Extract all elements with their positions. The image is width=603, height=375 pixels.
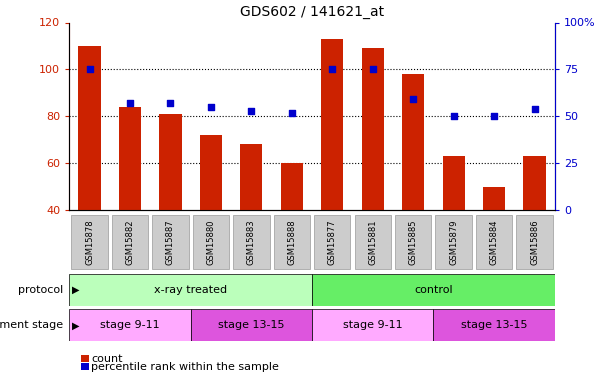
- Point: [449, 113, 458, 119]
- Text: GSM15883: GSM15883: [247, 219, 256, 265]
- FancyBboxPatch shape: [69, 309, 191, 341]
- FancyBboxPatch shape: [69, 274, 312, 306]
- Text: GSM15881: GSM15881: [368, 219, 377, 265]
- Text: GSM15887: GSM15887: [166, 219, 175, 265]
- FancyBboxPatch shape: [314, 215, 350, 269]
- FancyBboxPatch shape: [153, 215, 189, 269]
- Point: [247, 108, 256, 114]
- Text: GSM15880: GSM15880: [206, 219, 215, 265]
- Bar: [443, 156, 465, 210]
- Text: protocol: protocol: [18, 285, 63, 295]
- FancyBboxPatch shape: [434, 309, 555, 341]
- FancyBboxPatch shape: [355, 215, 391, 269]
- FancyBboxPatch shape: [274, 215, 310, 269]
- FancyBboxPatch shape: [193, 215, 229, 269]
- FancyBboxPatch shape: [71, 215, 108, 269]
- Bar: [523, 156, 546, 210]
- Point: [287, 110, 297, 116]
- Point: [368, 66, 377, 72]
- Point: [125, 100, 135, 106]
- Text: GSM15884: GSM15884: [490, 219, 499, 265]
- Title: GDS602 / 141621_at: GDS602 / 141621_at: [240, 5, 384, 19]
- Text: stage 9-11: stage 9-11: [343, 320, 403, 330]
- Text: development stage: development stage: [0, 320, 63, 330]
- Bar: [321, 39, 343, 210]
- Text: GSM15877: GSM15877: [328, 219, 337, 265]
- Bar: [240, 144, 262, 210]
- Point: [206, 104, 216, 110]
- FancyBboxPatch shape: [476, 215, 513, 269]
- Text: x-ray treated: x-ray treated: [154, 285, 227, 295]
- Text: stage 13-15: stage 13-15: [461, 320, 528, 330]
- Bar: [119, 107, 141, 210]
- FancyBboxPatch shape: [395, 215, 431, 269]
- Text: GSM15886: GSM15886: [530, 219, 539, 265]
- Text: GSM15879: GSM15879: [449, 219, 458, 265]
- Text: percentile rank within the sample: percentile rank within the sample: [91, 362, 279, 372]
- Point: [489, 113, 499, 119]
- Point: [408, 96, 418, 102]
- Text: control: control: [414, 285, 453, 295]
- Text: count: count: [91, 354, 122, 363]
- Text: GSM15882: GSM15882: [125, 219, 134, 265]
- FancyBboxPatch shape: [312, 309, 434, 341]
- Bar: [483, 187, 505, 210]
- Point: [327, 66, 337, 72]
- FancyBboxPatch shape: [112, 215, 148, 269]
- Text: stage 9-11: stage 9-11: [100, 320, 160, 330]
- Point: [85, 66, 95, 72]
- Text: GSM15885: GSM15885: [409, 219, 418, 265]
- FancyBboxPatch shape: [312, 274, 555, 306]
- Text: ▶: ▶: [72, 285, 80, 295]
- Bar: [159, 114, 182, 210]
- Point: [529, 106, 539, 112]
- FancyBboxPatch shape: [233, 215, 270, 269]
- Text: stage 13-15: stage 13-15: [218, 320, 285, 330]
- Bar: [78, 46, 101, 210]
- FancyBboxPatch shape: [191, 309, 312, 341]
- Bar: [362, 48, 384, 210]
- Point: [166, 100, 175, 106]
- Bar: [402, 74, 425, 210]
- FancyBboxPatch shape: [516, 215, 553, 269]
- Bar: [281, 163, 303, 210]
- Bar: [200, 135, 222, 210]
- Text: GSM15878: GSM15878: [85, 219, 94, 265]
- Text: GSM15888: GSM15888: [287, 219, 296, 265]
- Text: ▶: ▶: [72, 320, 80, 330]
- FancyBboxPatch shape: [435, 215, 472, 269]
